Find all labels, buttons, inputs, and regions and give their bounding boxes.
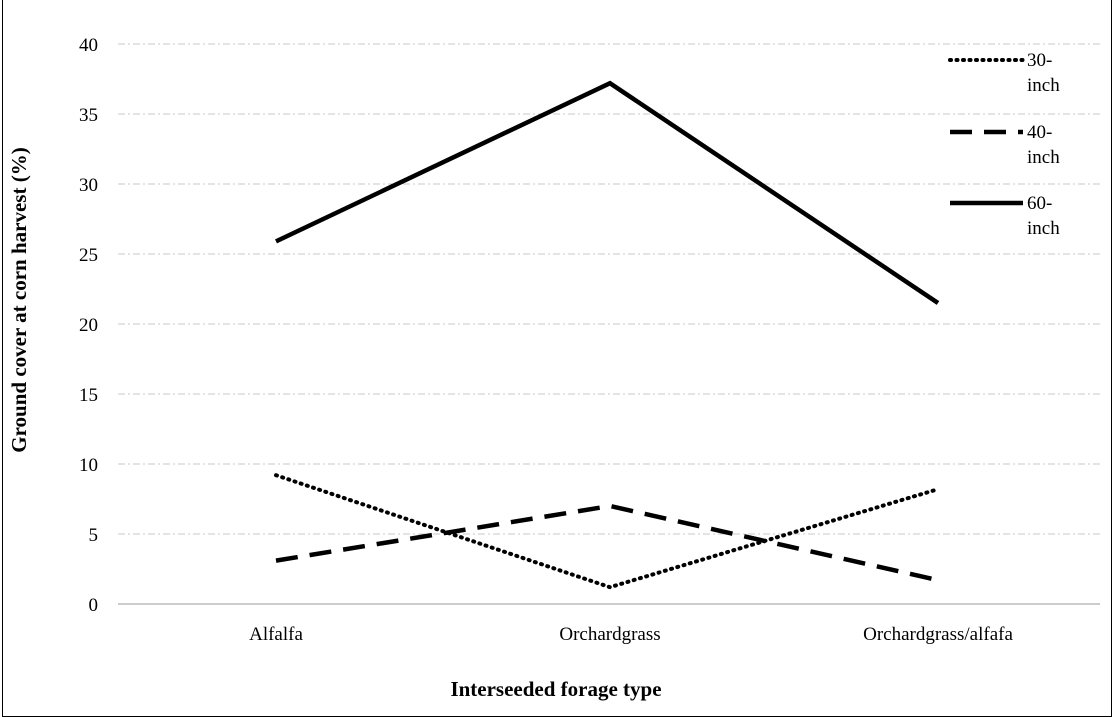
y-tick-label-10: 10 [79, 455, 98, 476]
series-lines [274, 80, 940, 590]
y-tick-label-25: 25 [79, 245, 98, 266]
y-tick-label-20: 20 [79, 315, 98, 336]
x-tick-label-1: Orchardgrass [559, 624, 660, 645]
gridlines [118, 43, 1100, 605]
y-tick-labels: 0 5 10 15 20 25 30 35 40 [79, 35, 98, 616]
y-tick-label-40: 40 [79, 35, 98, 56]
legend-label-30-inch: 30-inch [1027, 50, 1060, 96]
series-line-60-inch [275, 80, 940, 305]
x-axis-label: Interseeded forage type [450, 677, 661, 701]
y-tick-label-35: 35 [79, 105, 98, 126]
x-tick-label-2: Orchardgrass/alfafa [863, 624, 1013, 645]
x-tick-labels: Alfalfa Orchardgrass Orchardgrass/alfafa [249, 624, 1013, 645]
y-tick-label-30: 30 [79, 175, 98, 196]
legend: 30-inch 40-inch 60-inch [948, 50, 1060, 239]
series-line-40-inch [275, 503, 939, 583]
y-axis-label: Ground cover at corn harvest (%) [7, 147, 31, 452]
series-line-30-inch [274, 473, 940, 590]
y-tick-label-0: 0 [89, 595, 99, 616]
x-tick-label-0: Alfalfa [249, 624, 303, 645]
y-tick-label-5: 5 [89, 525, 99, 546]
y-tick-label-15: 15 [79, 385, 98, 406]
legend-label-60-inch: 60-inch [1027, 193, 1060, 239]
legend-label-40-inch: 40-inch [1027, 122, 1060, 168]
